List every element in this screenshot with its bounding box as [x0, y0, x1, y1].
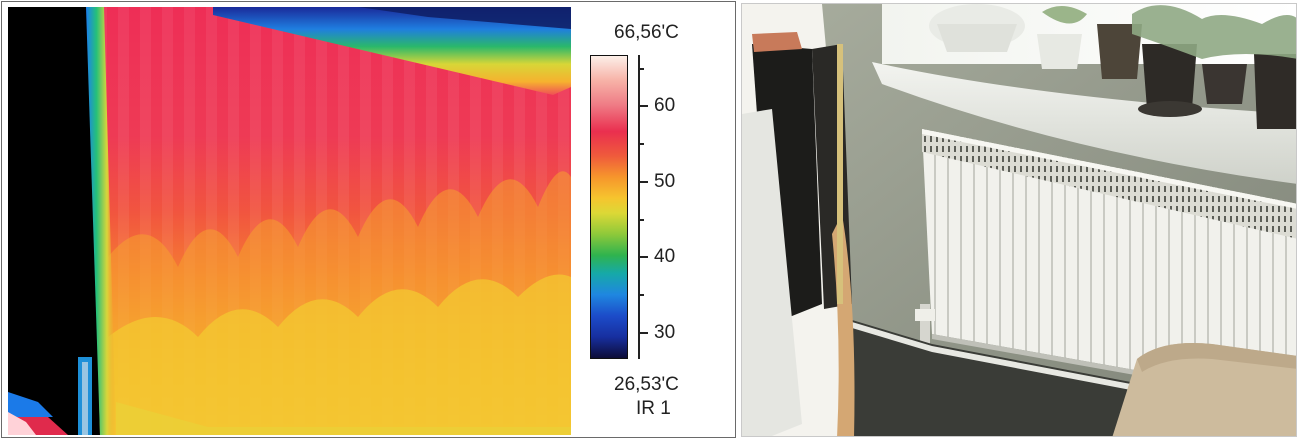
thermal-image	[8, 7, 571, 435]
scale-tick-label: 50	[654, 171, 676, 192]
scale-tick	[638, 332, 648, 334]
color-scale-bar	[590, 55, 628, 359]
scale-tick	[638, 219, 644, 221]
scale-tick	[638, 143, 644, 145]
scale-axis-line	[638, 55, 640, 359]
scale-tick-label: 30	[654, 322, 676, 343]
image-name-label: IR 1	[636, 398, 671, 419]
scale-tick	[638, 256, 648, 258]
scale-tick	[638, 105, 648, 107]
scale-tick-label: 40	[654, 246, 676, 267]
scale-tick	[638, 294, 644, 296]
thermal-image-drawing	[8, 7, 571, 435]
scale-tick-label: 60	[654, 95, 676, 116]
visible-photo-panel	[741, 3, 1297, 437]
scale-tick	[638, 181, 648, 183]
thermal-panel: 66,56'C 60 50 40 30 26,53'C IR 1	[1, 1, 736, 438]
radiator-photo	[742, 4, 1296, 436]
scale-max-temperature: 66,56'C	[614, 22, 679, 43]
scale-tick	[638, 68, 644, 70]
scale-min-temperature: 26,53'C	[614, 374, 679, 395]
